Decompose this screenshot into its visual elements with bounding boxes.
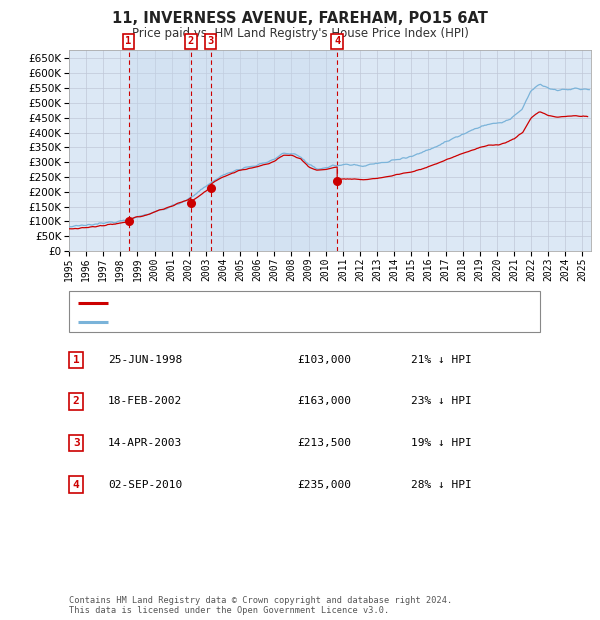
Text: £213,500: £213,500 xyxy=(297,438,351,448)
Text: 02-SEP-2010: 02-SEP-2010 xyxy=(108,479,182,490)
Text: £163,000: £163,000 xyxy=(297,396,351,407)
Text: 14-APR-2003: 14-APR-2003 xyxy=(108,438,182,448)
Text: 11, INVERNESS AVENUE, FAREHAM, PO15 6AT: 11, INVERNESS AVENUE, FAREHAM, PO15 6AT xyxy=(112,11,488,26)
Text: 18-FEB-2002: 18-FEB-2002 xyxy=(108,396,182,407)
Bar xyxy=(128,50,337,251)
Text: 3: 3 xyxy=(208,37,214,46)
Text: Price paid vs. HM Land Registry's House Price Index (HPI): Price paid vs. HM Land Registry's House … xyxy=(131,27,469,40)
Text: Contains HM Land Registry data © Crown copyright and database right 2024.
This d: Contains HM Land Registry data © Crown c… xyxy=(69,596,452,615)
Text: 28% ↓ HPI: 28% ↓ HPI xyxy=(411,479,472,490)
Text: 1: 1 xyxy=(73,355,80,365)
Text: 19% ↓ HPI: 19% ↓ HPI xyxy=(411,438,472,448)
Text: 4: 4 xyxy=(73,479,80,490)
Text: 4: 4 xyxy=(334,37,340,46)
Text: £103,000: £103,000 xyxy=(297,355,351,365)
Text: 1: 1 xyxy=(125,37,131,46)
Text: 3: 3 xyxy=(73,438,80,448)
Text: 23% ↓ HPI: 23% ↓ HPI xyxy=(411,396,472,407)
Text: 2: 2 xyxy=(188,37,194,46)
Text: 25-JUN-1998: 25-JUN-1998 xyxy=(108,355,182,365)
Text: 2: 2 xyxy=(73,396,80,407)
Text: 11, INVERNESS AVENUE, FAREHAM, PO15 6AT (detached house): 11, INVERNESS AVENUE, FAREHAM, PO15 6AT … xyxy=(115,298,465,308)
Text: £235,000: £235,000 xyxy=(297,479,351,490)
Text: HPI: Average price, detached house, Fareham: HPI: Average price, detached house, Fare… xyxy=(115,317,384,327)
Text: 21% ↓ HPI: 21% ↓ HPI xyxy=(411,355,472,365)
